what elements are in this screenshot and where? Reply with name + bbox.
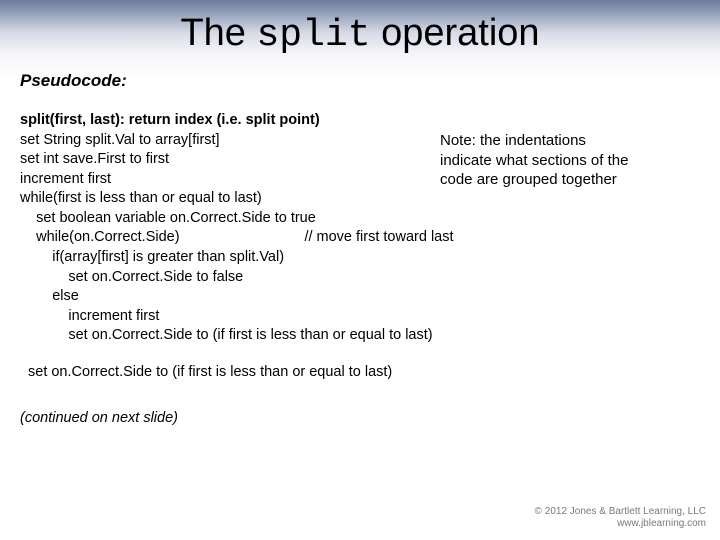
- code-line: set on.Correct.Side to (if first is less…: [20, 326, 720, 346]
- copyright-footer: © 2012 Jones & Bartlett Learning, LLC ww…: [535, 506, 706, 530]
- code-line: while(first is less than or equal to las…: [20, 189, 720, 209]
- title-suffix: operation: [371, 12, 540, 54]
- subtitle: Pseudocode:: [20, 71, 720, 91]
- code-line: while(on.Correct.Side) // move first tow…: [20, 228, 720, 248]
- note-line: code are grouped together: [440, 170, 700, 190]
- footer-line: www.jblearning.com: [535, 518, 706, 530]
- slide-title: The split operation: [0, 0, 720, 57]
- code-line: set on.Correct.Side to false: [20, 268, 720, 288]
- code-line: else: [20, 287, 720, 307]
- code-line: if(array[first] is greater than split.Va…: [20, 248, 720, 268]
- pseudocode-block: split(first, last): return index (i.e. s…: [20, 111, 720, 346]
- after-block-line: set on.Correct.Side to (if first is less…: [28, 364, 720, 380]
- code-line: set boolean variable on.Correct.Side to …: [20, 209, 720, 229]
- function-signature: split(first, last): return index (i.e. s…: [20, 111, 720, 131]
- title-mono: split: [257, 14, 371, 57]
- footer-line: © 2012 Jones & Bartlett Learning, LLC: [535, 506, 706, 518]
- title-prefix: The: [180, 12, 256, 54]
- note-line: indicate what sections of the: [440, 151, 700, 171]
- indentation-note: Note: the indentations indicate what sec…: [440, 131, 700, 190]
- note-line: Note: the indentations: [440, 131, 700, 151]
- code-line: increment first: [20, 307, 720, 327]
- continued-note: (continued on next slide): [20, 410, 720, 426]
